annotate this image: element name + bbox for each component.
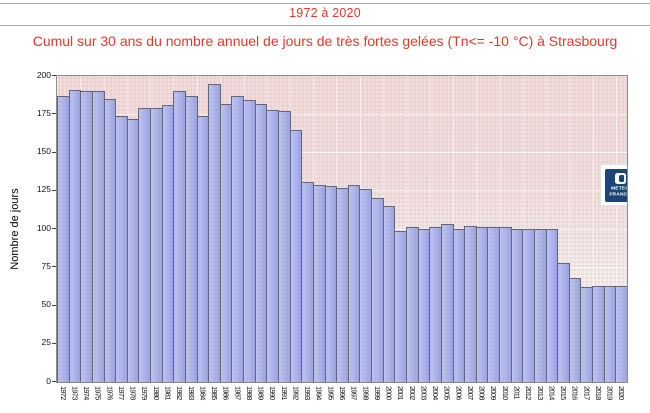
y-tick-mark-0 [52,381,56,382]
x-tick-label-2017: 2017 [582,386,592,400]
x-tick-label-1999: 1999 [372,386,382,400]
x-tick-label-1972: 1972 [58,386,68,400]
header-bottom-rule [0,25,650,26]
bar-2020 [615,285,627,382]
x-tick-label-2004: 2004 [431,386,441,400]
x-tick-label-2014: 2014 [547,386,557,400]
x-tick-label-2000: 2000 [384,386,394,400]
meteo-france-logo-square: METEO FRANCE [605,168,628,202]
y-tick-label-100: 100 [36,222,51,233]
plot-area: METEO FRANCE [56,75,628,383]
x-tick-label-1983: 1983 [186,386,196,400]
x-tick-label-1984: 1984 [198,386,208,400]
x-tick-label-1987: 1987 [233,386,243,400]
x-tick-label-2018: 2018 [593,386,603,400]
y-tick-mark-150 [52,151,56,153]
meteo-france-logo-icon [615,172,626,184]
logo-text-france: FRANCE [609,191,628,197]
x-tick-label-2019: 2019 [605,386,615,400]
y-tick-mark-75 [52,266,56,268]
x-tick-label-2002: 2002 [407,386,417,400]
x-tick-label-1997: 1997 [349,386,359,400]
x-tick-label-1995: 1995 [326,386,336,400]
x-tick-label-1978: 1978 [128,386,138,400]
y-tick-mark-100 [52,228,56,229]
y-tick-label-25: 25 [41,337,51,348]
x-tick-label-2001: 2001 [396,386,406,400]
header-top-rule [0,3,650,4]
x-tick-label-2009: 2009 [489,386,499,400]
x-tick-label-1985: 1985 [210,386,220,400]
x-tick-label-2008: 2008 [477,386,487,400]
x-tick-label-1973: 1973 [70,386,80,400]
x-tick-label-1989: 1989 [256,386,266,400]
y-tick-mark-50 [52,304,56,306]
gridline-175 [57,113,627,115]
x-tick-label-2013: 2013 [535,386,545,400]
x-tick-label-1974: 1974 [82,386,92,400]
x-tick-label-2016: 2016 [570,386,580,400]
x-tick-label-1986: 1986 [221,386,231,400]
x-tick-label-1993: 1993 [303,386,313,400]
x-tick-label-1975: 1975 [93,386,103,400]
x-tick-label-1980: 1980 [151,386,161,400]
x-tick-label-1976: 1976 [105,386,115,400]
chart-period-title: 1972 à 2020 [289,6,361,20]
x-tick-label-1977: 1977 [116,386,126,400]
x-tick-label-2010: 2010 [500,386,510,400]
x-tick-label-2005: 2005 [442,386,452,400]
y-tick-label-125: 125 [36,184,51,195]
x-tick-label-2011: 2011 [512,386,522,399]
x-tick-label-1994: 1994 [314,386,324,400]
x-tick-label-2007: 2007 [465,386,475,400]
y-tick-label-0: 0 [46,375,51,386]
x-tick-label-2003: 2003 [419,386,429,400]
x-tick-label-2015: 2015 [559,386,569,400]
logo-text-meteo: METEO [611,185,628,191]
y-tick-label-50: 50 [41,299,51,309]
chart-subtitle: Cumul sur 30 ans du nombre annuel de jou… [32,33,618,49]
y-tick-mark-25 [52,342,56,344]
y-tick-label-150: 150 [36,146,51,156]
y-tick-label-175: 175 [36,107,51,118]
x-tick-label-1988: 1988 [244,386,254,400]
y-tick-mark-125 [52,189,56,191]
x-tick-label-1981: 1981 [163,386,173,400]
x-tick-label-2020: 2020 [617,386,627,400]
y-tick-mark-175 [52,113,56,115]
meteo-france-logo: METEO FRANCE [600,164,628,206]
y-tick-label-75: 75 [41,260,51,271]
x-tick-label-1979: 1979 [140,386,150,400]
x-tick-label-1991: 1991 [279,386,289,400]
x-tick-label-1982: 1982 [175,386,185,400]
x-tick-label-2012: 2012 [524,386,534,400]
y-tick-mark-200 [52,75,56,76]
x-tick-label-1996: 1996 [338,386,347,400]
y-tick-label-200: 200 [36,69,51,80]
x-tick-label-1990: 1990 [268,386,278,400]
x-tick-label-1992: 1992 [291,386,301,400]
x-tick-label-1998: 1998 [361,386,371,400]
gridline-150 [57,152,627,153]
x-tick-label-2006: 2006 [454,386,464,400]
